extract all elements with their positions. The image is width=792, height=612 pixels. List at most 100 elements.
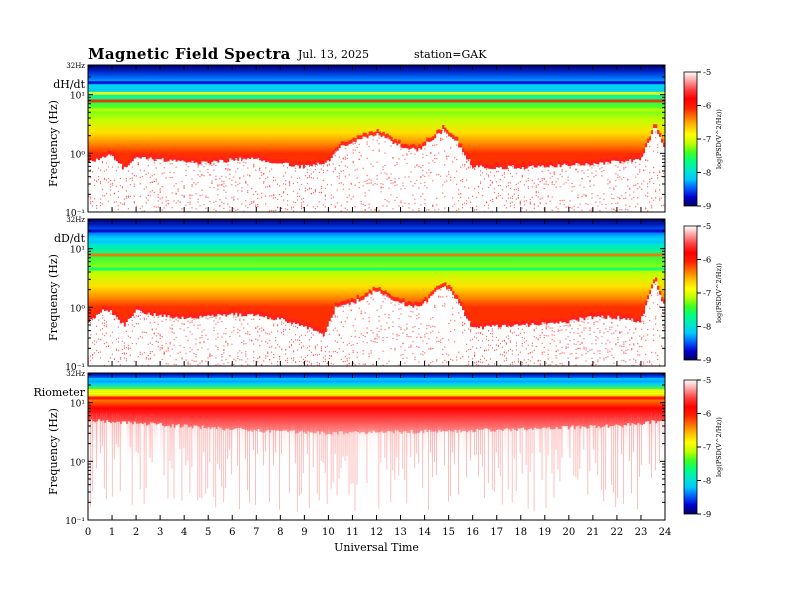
noise-dot <box>651 207 653 209</box>
noise-dot <box>123 202 126 204</box>
noise-dot <box>290 344 293 347</box>
floor-column <box>428 298 431 366</box>
noise-dot <box>370 350 372 352</box>
floor-edge <box>392 140 395 145</box>
floor-column <box>603 318 606 366</box>
noise-dot <box>475 332 478 334</box>
noise-dot <box>479 181 482 183</box>
noise-dot <box>143 331 145 333</box>
noise-dot <box>169 341 171 344</box>
noise-dot <box>655 189 657 191</box>
noise-dot <box>322 171 324 174</box>
noise-dot <box>418 208 420 210</box>
noise-dot <box>515 334 517 336</box>
noise-dot <box>523 200 525 202</box>
floor-edge <box>643 309 646 314</box>
noise-dot <box>505 343 508 345</box>
x-tick-label: 21 <box>587 527 600 538</box>
noise-dot <box>657 354 659 357</box>
noise-dot <box>259 177 261 179</box>
noise-dot <box>410 344 412 346</box>
noise-dot <box>103 178 106 180</box>
floor-column <box>392 144 395 212</box>
noise-dot <box>161 335 163 338</box>
floor-column <box>310 166 314 212</box>
noise-dot <box>149 191 151 193</box>
noise-dot <box>300 206 303 208</box>
floor-edge <box>302 322 306 327</box>
floor-column <box>115 317 119 366</box>
floor-edge <box>346 299 349 304</box>
noise-dot <box>599 350 601 352</box>
y-tick-label: 10⁻¹ <box>65 363 85 373</box>
floor-column <box>384 294 387 366</box>
floor-column <box>169 427 172 520</box>
floor-column <box>171 160 174 212</box>
floor-edge <box>249 155 252 160</box>
streak-mark <box>91 413 93 492</box>
noise-dot <box>611 203 613 205</box>
noise-dot <box>279 358 281 360</box>
floor-column <box>105 310 109 366</box>
noise-dot <box>599 357 601 359</box>
noise-dot <box>635 361 637 363</box>
floor-column <box>247 431 250 520</box>
floor-column <box>615 319 618 366</box>
floor-column <box>159 159 162 212</box>
floor-column <box>569 320 572 366</box>
floor-edge <box>501 321 505 326</box>
noise-dot <box>585 327 587 329</box>
streak-mark <box>418 424 420 464</box>
noise-dot <box>340 321 342 323</box>
noise-dot <box>267 351 269 353</box>
noise-dot <box>649 140 651 142</box>
floor-column <box>569 166 572 212</box>
noise-dot <box>416 164 418 167</box>
noise-dot <box>322 169 324 171</box>
noise-dot <box>205 317 207 319</box>
noise-dot <box>181 323 183 325</box>
noise-dot <box>105 345 108 348</box>
noise-dot <box>597 350 599 352</box>
noise-dot <box>509 341 512 343</box>
floor-column <box>219 314 222 366</box>
noise-dot <box>481 194 484 197</box>
noise-dot <box>643 335 645 337</box>
noise-dot <box>581 331 583 333</box>
floor-column <box>229 430 232 520</box>
noise-dot <box>434 306 436 308</box>
floor-edge <box>615 156 618 161</box>
noise-dot <box>402 185 404 187</box>
noise-dot <box>300 183 303 186</box>
floor-column <box>639 424 642 520</box>
noise-dot <box>284 208 287 210</box>
streak-mark <box>557 420 559 470</box>
noise-dot <box>356 351 358 354</box>
floor-column <box>629 159 632 212</box>
noise-dot <box>466 161 468 163</box>
floor-column <box>396 430 399 520</box>
noise-dot <box>241 203 243 205</box>
floor-edge <box>386 292 389 297</box>
floor-column <box>223 162 226 212</box>
noise-dot <box>384 172 386 174</box>
noise-dot <box>491 333 494 335</box>
noise-dot <box>243 161 245 163</box>
noise-dot <box>229 169 231 171</box>
noise-dot <box>314 354 317 356</box>
noise-dot <box>473 168 476 171</box>
noise-dot <box>625 352 627 354</box>
floor-column <box>97 313 101 366</box>
floor-edge <box>201 313 204 318</box>
noise-dot <box>555 186 557 188</box>
floor-edge <box>563 318 566 323</box>
noise-dot <box>531 351 533 353</box>
streak-mark <box>410 421 412 458</box>
floor-column <box>390 140 393 212</box>
floor-column <box>440 133 443 212</box>
noise-dot <box>380 307 382 309</box>
noise-dot <box>147 354 149 357</box>
noise-dot <box>209 173 211 176</box>
noise-dot <box>629 329 631 331</box>
noise-dot <box>503 204 506 206</box>
